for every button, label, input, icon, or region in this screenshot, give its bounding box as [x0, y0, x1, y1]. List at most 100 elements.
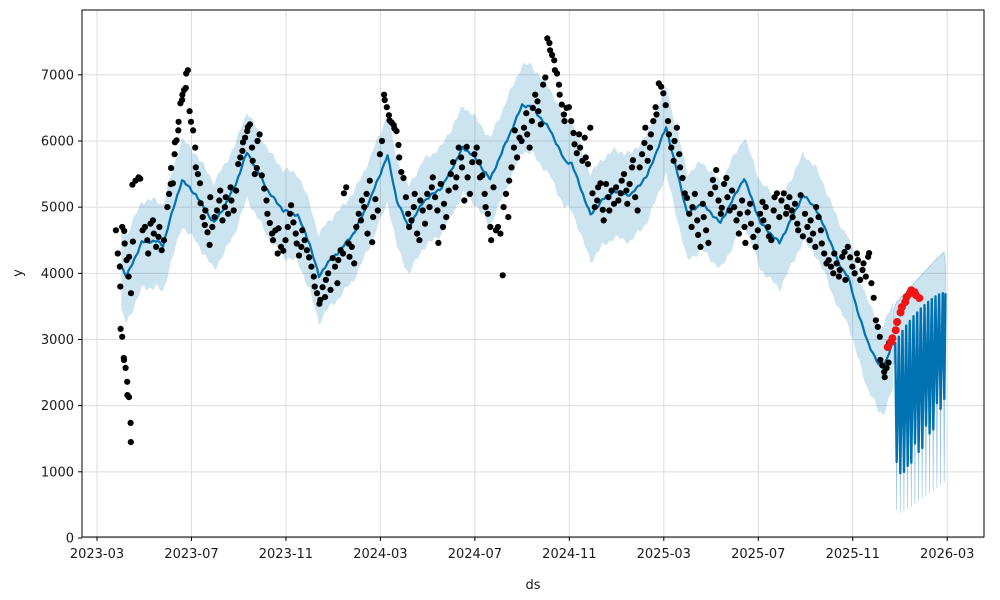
- actual-point: [639, 151, 646, 158]
- actual-point: [780, 190, 787, 197]
- actual-point: [481, 190, 488, 197]
- actual-point: [479, 172, 486, 179]
- actual-point: [854, 257, 862, 264]
- actual-point: [762, 204, 769, 211]
- actual-point: [202, 207, 209, 214]
- actual-point: [658, 83, 665, 90]
- y-axis-label: y: [11, 269, 26, 277]
- actual-point: [230, 207, 237, 214]
- anomaly-point: [915, 294, 924, 303]
- actual-point: [461, 197, 468, 204]
- actual-point: [520, 124, 528, 131]
- actual-point: [419, 207, 426, 214]
- actual-point: [872, 317, 880, 324]
- actual-point: [851, 270, 858, 277]
- actual-point: [535, 108, 542, 115]
- actual-point: [282, 237, 289, 244]
- actual-point: [396, 154, 403, 161]
- actual-point: [582, 154, 589, 161]
- actual-point: [783, 204, 791, 211]
- actual-point: [825, 257, 832, 264]
- actual-point: [179, 91, 186, 98]
- anomaly-point: [891, 326, 900, 335]
- actual-point: [849, 263, 856, 270]
- actual-point: [124, 378, 131, 385]
- actual-point: [274, 250, 281, 257]
- actual-point: [547, 47, 554, 54]
- x-tick-label: 2023-03: [70, 547, 124, 562]
- forecast-line-path: [892, 292, 947, 475]
- actual-point: [325, 270, 332, 277]
- actual-point: [490, 184, 497, 191]
- actual-point: [707, 190, 714, 197]
- actual-point: [125, 273, 132, 280]
- actual-point: [280, 247, 287, 254]
- actual-point: [773, 190, 781, 197]
- actual-point: [158, 247, 165, 254]
- x-tick-label: 2023-07: [164, 547, 218, 562]
- actual-point: [806, 237, 813, 244]
- actual-point: [343, 184, 350, 191]
- actual-point: [303, 247, 310, 254]
- actual-point: [120, 356, 128, 364]
- actual-point: [556, 91, 563, 98]
- actual-point: [703, 227, 710, 234]
- actual-point: [149, 217, 156, 224]
- actual-point: [624, 200, 631, 207]
- actual-point: [156, 223, 163, 231]
- actual-point: [494, 223, 502, 231]
- actual-point: [261, 185, 268, 192]
- actual-point: [443, 214, 450, 221]
- actual-point: [644, 157, 651, 164]
- actual-point: [629, 157, 637, 164]
- actual-point: [452, 184, 459, 191]
- actual-point: [197, 200, 204, 207]
- actual-point: [187, 118, 195, 125]
- actual-point: [219, 217, 226, 224]
- actual-point: [676, 151, 683, 158]
- actual-point: [355, 210, 362, 217]
- y-tick-label: 3000: [41, 333, 74, 348]
- actual-point: [327, 286, 334, 293]
- actual-point: [524, 131, 531, 138]
- actual-point: [700, 214, 707, 221]
- actual-point: [679, 174, 686, 182]
- actual-point: [450, 159, 457, 166]
- actual-point: [739, 197, 746, 204]
- actual-point: [776, 214, 783, 221]
- actual-point: [153, 243, 160, 250]
- actual-point: [821, 250, 828, 257]
- actual-point: [175, 127, 182, 134]
- actual-point: [299, 227, 306, 234]
- actual-point: [346, 253, 353, 260]
- actual-point: [597, 180, 604, 187]
- actual-point: [408, 217, 415, 224]
- actual-point: [694, 217, 701, 224]
- actual-point: [568, 118, 575, 125]
- actual-point: [561, 118, 568, 125]
- actual-point: [372, 196, 379, 203]
- actual-point: [192, 164, 199, 171]
- x-tick-label: 2023-11: [259, 547, 313, 562]
- actual-point: [844, 243, 851, 250]
- actual-point: [817, 227, 825, 234]
- actual-point: [237, 154, 244, 161]
- actual-point: [537, 121, 544, 128]
- actual-point: [308, 263, 315, 270]
- actual-point: [378, 137, 386, 145]
- actual-point: [660, 90, 667, 97]
- actual-point: [839, 253, 846, 260]
- actual-point: [523, 110, 530, 117]
- actual-point: [458, 164, 466, 171]
- actual-point: [842, 276, 849, 283]
- actual-point: [859, 266, 866, 274]
- actual-point: [406, 223, 413, 231]
- actual-point: [618, 177, 625, 184]
- actual-point: [169, 180, 176, 187]
- actual-point: [642, 124, 649, 131]
- actual-point: [155, 233, 162, 240]
- actual-point: [117, 283, 124, 290]
- actual-point: [830, 270, 837, 277]
